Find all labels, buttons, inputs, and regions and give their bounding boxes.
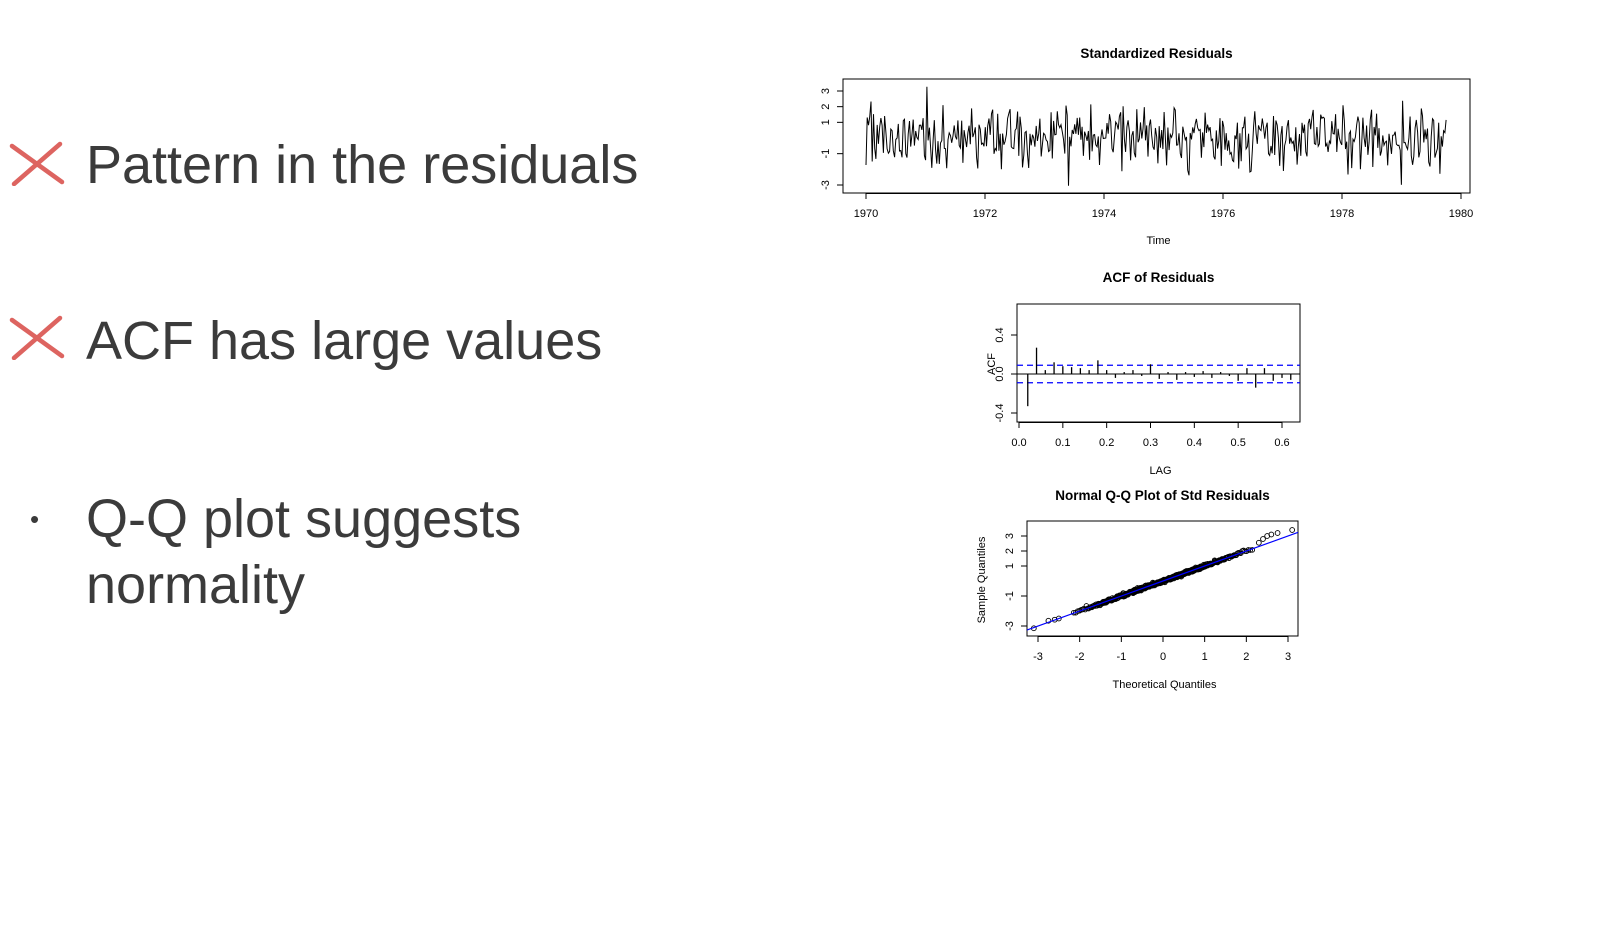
qq-chart: Normal Q-Q Plot of Std Residuals Theoreti… bbox=[976, 488, 1299, 691]
x-tick-label: 0.1 bbox=[1055, 437, 1070, 449]
x-tick-label: 0.0 bbox=[1011, 437, 1026, 449]
x-tick-label: 1978 bbox=[1330, 208, 1354, 220]
x-axis-label: Time bbox=[1146, 235, 1170, 247]
qq-point bbox=[1055, 615, 1062, 622]
y-tick-label: 0.4 bbox=[994, 327, 1006, 342]
y-tick-label: -3 bbox=[1004, 621, 1016, 631]
x-tick-label: 1972 bbox=[973, 208, 997, 220]
residuals-chart: Standardized Residuals Time 1970 1972 1974 19… bbox=[820, 46, 1473, 247]
x-tick-label: 0.4 bbox=[1187, 437, 1202, 449]
y-tick-label: 2 bbox=[820, 104, 832, 110]
x-tick-label: 0.3 bbox=[1143, 437, 1158, 449]
x-tick-label: 3 bbox=[1285, 651, 1291, 663]
y-tick-label: -0.4 bbox=[994, 404, 1006, 423]
x-axis-label: LAG bbox=[1149, 465, 1171, 477]
qq-point bbox=[1289, 527, 1296, 533]
qq-reference-line bbox=[1027, 531, 1298, 631]
y-tick-label: -1 bbox=[820, 149, 832, 159]
qq-point bbox=[1255, 539, 1262, 546]
chart-title: Normal Q-Q Plot of Std Residuals bbox=[1055, 488, 1270, 503]
qq-point bbox=[1268, 531, 1275, 538]
qq-points bbox=[1030, 527, 1296, 632]
x-tick-label: 0.2 bbox=[1099, 437, 1114, 449]
bullet-dot-icon: • bbox=[30, 504, 40, 534]
x-axis-label: Theoretical Quantiles bbox=[1113, 679, 1217, 691]
bullet-text: ACF has large values bbox=[86, 311, 603, 371]
y-axis-label: ACF bbox=[986, 353, 998, 375]
x-tick-label: 1 bbox=[1202, 651, 1208, 663]
residual-series-line bbox=[865, 86, 1447, 186]
qq-point bbox=[1260, 536, 1266, 542]
chart-title: ACF of Residuals bbox=[1103, 270, 1215, 285]
y-tick-label: -3 bbox=[820, 180, 832, 190]
y-tick-label: -1 bbox=[1004, 591, 1016, 601]
x-tick-label: -3 bbox=[1033, 651, 1043, 663]
x-tick-label: 1976 bbox=[1211, 208, 1235, 220]
x-tick-label: 1970 bbox=[854, 208, 878, 220]
y-tick-label: 3 bbox=[820, 88, 832, 94]
qq-point bbox=[1274, 530, 1281, 536]
x-tick-label: 2 bbox=[1243, 651, 1249, 663]
x-tick-label: 1980 bbox=[1449, 208, 1473, 220]
x-mark-icon bbox=[9, 141, 65, 186]
bullet-text: Pattern in the residuals bbox=[86, 135, 639, 195]
plot-frame bbox=[1016, 303, 1301, 423]
y-tick-label: 0.0 bbox=[994, 366, 1006, 381]
x-tick-label: 0 bbox=[1160, 651, 1166, 663]
y-tick-label: 1 bbox=[820, 119, 832, 125]
qq-point bbox=[1230, 552, 1236, 559]
y-tick-label: 1 bbox=[1004, 563, 1016, 569]
x-mark-icon bbox=[9, 315, 65, 360]
x-tick-label: -1 bbox=[1116, 651, 1126, 663]
y-axis-label: Sample Quantiles bbox=[976, 536, 988, 623]
x-tick-label: 1974 bbox=[1092, 208, 1116, 220]
bullet-text-block: Q-Q plot suggests normality bbox=[86, 486, 521, 618]
bullet-text-line: normality bbox=[86, 555, 306, 615]
x-tick-label: 0.6 bbox=[1274, 437, 1289, 449]
bullet-text-line: Q-Q plot suggests bbox=[86, 489, 522, 549]
chart-title: Standardized Residuals bbox=[1080, 46, 1232, 61]
x-tick-label: -2 bbox=[1075, 651, 1085, 663]
x-tick-label: 0.5 bbox=[1231, 437, 1246, 449]
y-tick-label: 2 bbox=[1004, 548, 1016, 554]
y-tick-label: 3 bbox=[1004, 533, 1016, 539]
